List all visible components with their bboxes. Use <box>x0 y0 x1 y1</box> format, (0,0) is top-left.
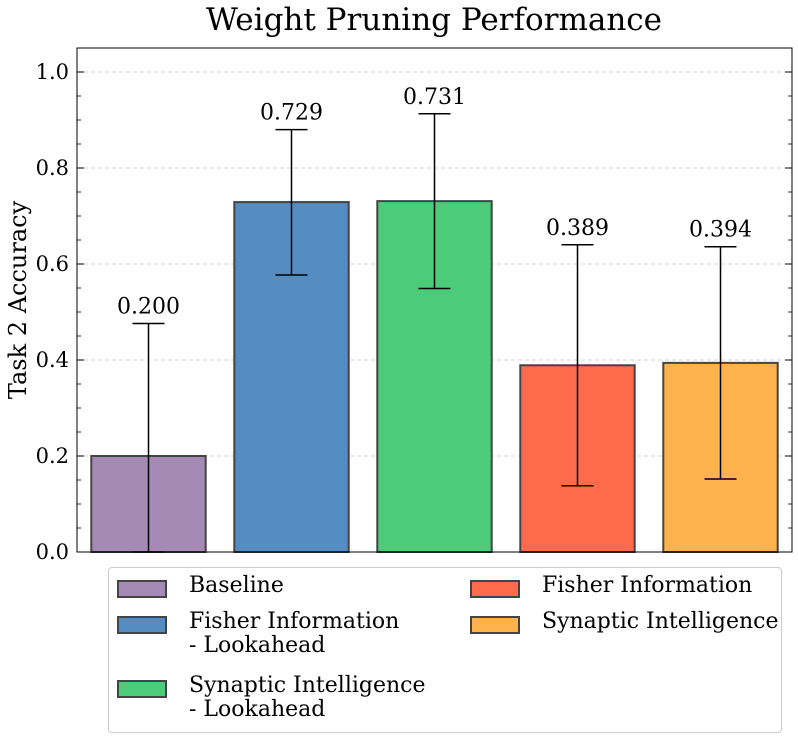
legend-text: Fisher Information <box>542 573 753 598</box>
y-tick-label: 0.2 <box>36 444 69 468</box>
y-tick-label: 0.8 <box>36 156 69 180</box>
value-label: 0.200 <box>117 295 180 320</box>
legend-item-fisher: Fisher Information <box>470 574 752 598</box>
plot-frame <box>76 47 793 553</box>
legend-swatch-fisher-lookahead <box>117 616 167 634</box>
legend-label-fisher: Fisher Information <box>542 574 752 598</box>
y-axis-label: Task 2 Accuracy <box>4 200 32 399</box>
legend-text: Fisher Information <box>189 609 400 634</box>
legend-text: Synaptic Intelligence <box>542 609 779 634</box>
legend-label-si: Synaptic Intelligence <box>542 610 779 634</box>
legend-text: Synaptic Intelligence <box>189 673 426 698</box>
y-tick-label: 0.6 <box>36 252 69 276</box>
y-tick-label: 0.4 <box>36 348 69 372</box>
legend-text: Baseline <box>189 573 284 598</box>
value-label: 0.731 <box>403 85 466 110</box>
legend-swatch-baseline <box>117 580 167 598</box>
legend-swatch-si-lookahead <box>117 680 167 698</box>
legend: Baseline Fisher Information - Lookahead … <box>108 567 782 733</box>
legend-item-si: Synaptic Intelligence <box>470 610 779 634</box>
value-label: 0.389 <box>546 216 609 241</box>
value-labels: 0.200 0.729 0.731 0.389 0.394 <box>117 85 752 320</box>
legend-text: - Lookahead <box>189 697 326 722</box>
legend-item-baseline: Baseline <box>117 574 284 598</box>
y-tick-label: 0.0 <box>36 540 69 564</box>
legend-label-baseline: Baseline <box>189 574 284 598</box>
axes: 0.0 0.2 0.4 0.6 0.8 1.0 <box>36 47 793 564</box>
chart-title: Weight Pruning Performance <box>206 2 662 38</box>
value-label: 0.729 <box>260 101 323 126</box>
legend-label-fisher-lookahead: Fisher Information - Lookahead <box>189 610 399 658</box>
legend-label-si-lookahead: Synaptic Intelligence - Lookahead <box>189 674 426 722</box>
legend-item-fisher-lookahead: Fisher Information - Lookahead <box>117 610 399 658</box>
value-label: 0.394 <box>689 218 752 243</box>
y-tick-label: 1.0 <box>36 60 69 84</box>
legend-swatch-fisher <box>470 580 520 598</box>
legend-swatch-si <box>470 616 520 634</box>
legend-text: - Lookahead <box>189 633 326 658</box>
error-bars <box>132 113 737 553</box>
legend-item-si-lookahead: Synaptic Intelligence - Lookahead <box>117 674 426 722</box>
